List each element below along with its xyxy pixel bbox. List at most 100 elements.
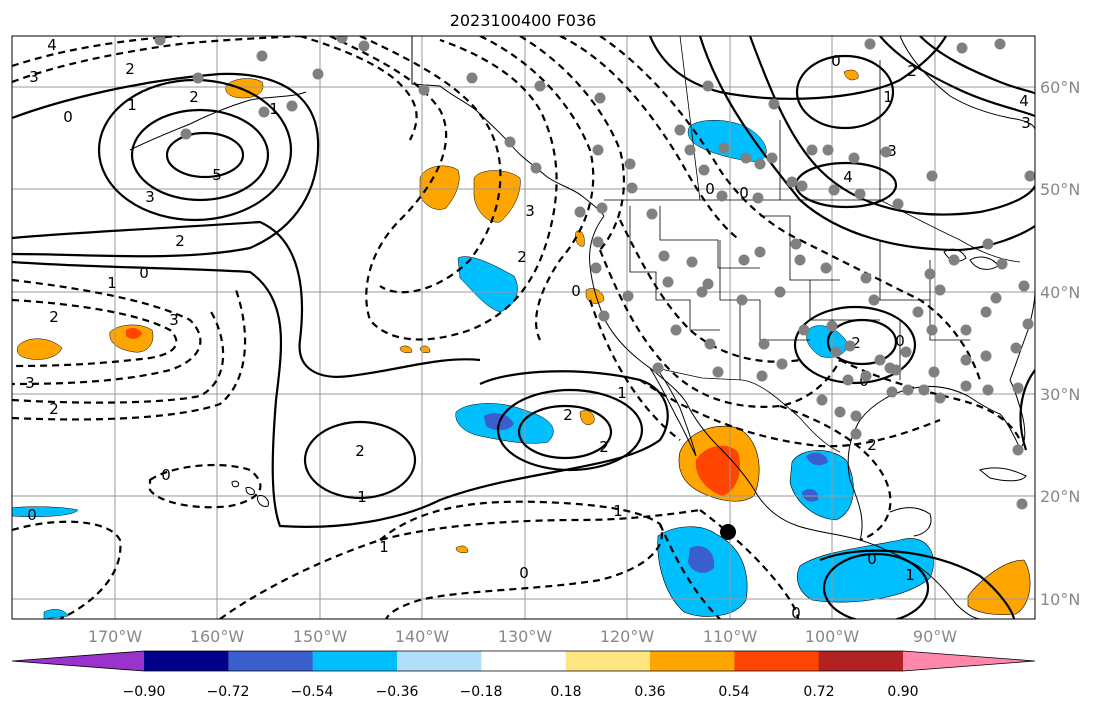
station-dot: [646, 208, 658, 220]
station-dot: [738, 254, 750, 266]
station-dot: [758, 338, 770, 350]
contour-dashed: [479, 36, 595, 341]
station-dot: [652, 362, 664, 374]
contour-label: 1: [617, 384, 627, 402]
lat-tick: 10°N: [1040, 590, 1080, 609]
station-dot: [874, 354, 886, 366]
contour-label: 0: [161, 466, 171, 484]
colorbar-tick-label: 0.54: [718, 684, 749, 700]
contour-label: 1: [379, 538, 389, 556]
us-canada-border: [604, 199, 1021, 263]
contour-label: 1: [883, 88, 893, 106]
contour-dashed: [359, 36, 502, 294]
colorbar-outline: [11, 650, 1036, 672]
shade-blob: [12, 506, 79, 517]
station-dot: [154, 36, 166, 46]
station-dot: [674, 124, 686, 136]
station-dot: [1024, 170, 1035, 182]
contour-label: 0: [867, 550, 877, 568]
florida: [999, 379, 1026, 449]
station-dot: [256, 50, 268, 62]
station-dot: [1010, 342, 1022, 354]
station-dot: [716, 190, 728, 202]
colorbar-bin: [818, 651, 904, 671]
station-dot: [864, 38, 876, 50]
shade-blob: [455, 545, 469, 554]
contour-label: 2: [517, 248, 527, 266]
shade-blob: [688, 546, 715, 573]
colorbar-tick-label: 0.36: [634, 684, 665, 700]
shade-blob: [43, 609, 69, 619]
station-dot: [286, 100, 298, 112]
shade-blob: [399, 345, 413, 354]
station-dot: [828, 184, 840, 196]
contour-label: 2: [563, 406, 573, 424]
station-dot: [926, 170, 938, 182]
station-dot: [826, 320, 838, 332]
station-dot: [880, 146, 892, 158]
station-dot: [926, 324, 938, 336]
contour-dashed: [12, 278, 202, 386]
colorbar-bin: [312, 651, 398, 671]
station-dot: [622, 290, 634, 302]
baja-california: [649, 367, 697, 457]
lon-tick: 100°W: [805, 627, 860, 646]
colorbar-tick-label: 0.72: [803, 684, 834, 700]
station-dot: [928, 366, 940, 378]
contour-label: 4: [47, 36, 57, 54]
contour-label: 2: [189, 88, 199, 106]
colorbar-tick-label: −0.90: [123, 684, 166, 700]
station-dot: [1016, 498, 1028, 510]
station-dot: [1018, 280, 1030, 292]
station-dot: [592, 236, 604, 248]
station-dot: [624, 158, 636, 170]
colorbar: [11, 650, 1036, 672]
station-dot: [336, 36, 348, 44]
contour-label: 2: [49, 400, 59, 418]
station-dot: [994, 38, 1006, 50]
station-dot: [982, 238, 994, 250]
station-dot: [960, 324, 972, 336]
lat-tick: 30°N: [1040, 385, 1080, 404]
station-dot: [756, 370, 768, 382]
shade-blob: [843, 69, 859, 81]
station-dot: [574, 206, 586, 218]
contour-label: 0: [571, 282, 581, 300]
contour-label: 2: [125, 60, 135, 78]
station-dot: [534, 80, 546, 92]
hudson-bay: [899, 36, 1035, 131]
shade-blob: [17, 338, 63, 360]
station-dot: [1022, 318, 1034, 330]
station-dot: [1012, 382, 1024, 394]
station-dot: [822, 144, 834, 156]
station-dot: [180, 128, 192, 140]
station-dot: [768, 98, 780, 110]
colorbar-tick-label: −0.54: [291, 684, 334, 700]
contour-label: 0: [63, 108, 73, 126]
contour-label: 2: [851, 334, 861, 352]
station-dot: [712, 366, 724, 378]
colorbar-labels: −0.90 −0.72 −0.54 −0.36 −0.18 0.18 0.36 …: [123, 684, 919, 700]
contour-label: 2: [49, 308, 59, 326]
station-dot: [658, 250, 670, 262]
shade-blob: [579, 410, 595, 425]
contour-dashed: [779, 404, 892, 542]
contour-label: 1: [905, 566, 915, 584]
lat-tick: 60°N: [1040, 78, 1080, 97]
colorbar-tick-label: −0.72: [207, 684, 250, 700]
station-dot: [592, 144, 604, 156]
canada-provinces: [679, 36, 881, 201]
contour-label: 5: [212, 166, 222, 184]
map-frame: [11, 35, 1036, 620]
station-dot: [924, 268, 936, 280]
contour-dashed: [799, 239, 982, 381]
contour-label: 1: [107, 274, 117, 292]
station-dot: [740, 152, 752, 164]
alaska-coast: [411, 36, 605, 217]
contour-label: 2: [867, 436, 877, 454]
station-dot: [860, 272, 872, 284]
shaded-anomalies: [12, 69, 1031, 619]
station-dot: [960, 354, 972, 366]
contour-solid: [826, 318, 898, 366]
contour-dashed: [839, 359, 1021, 441]
